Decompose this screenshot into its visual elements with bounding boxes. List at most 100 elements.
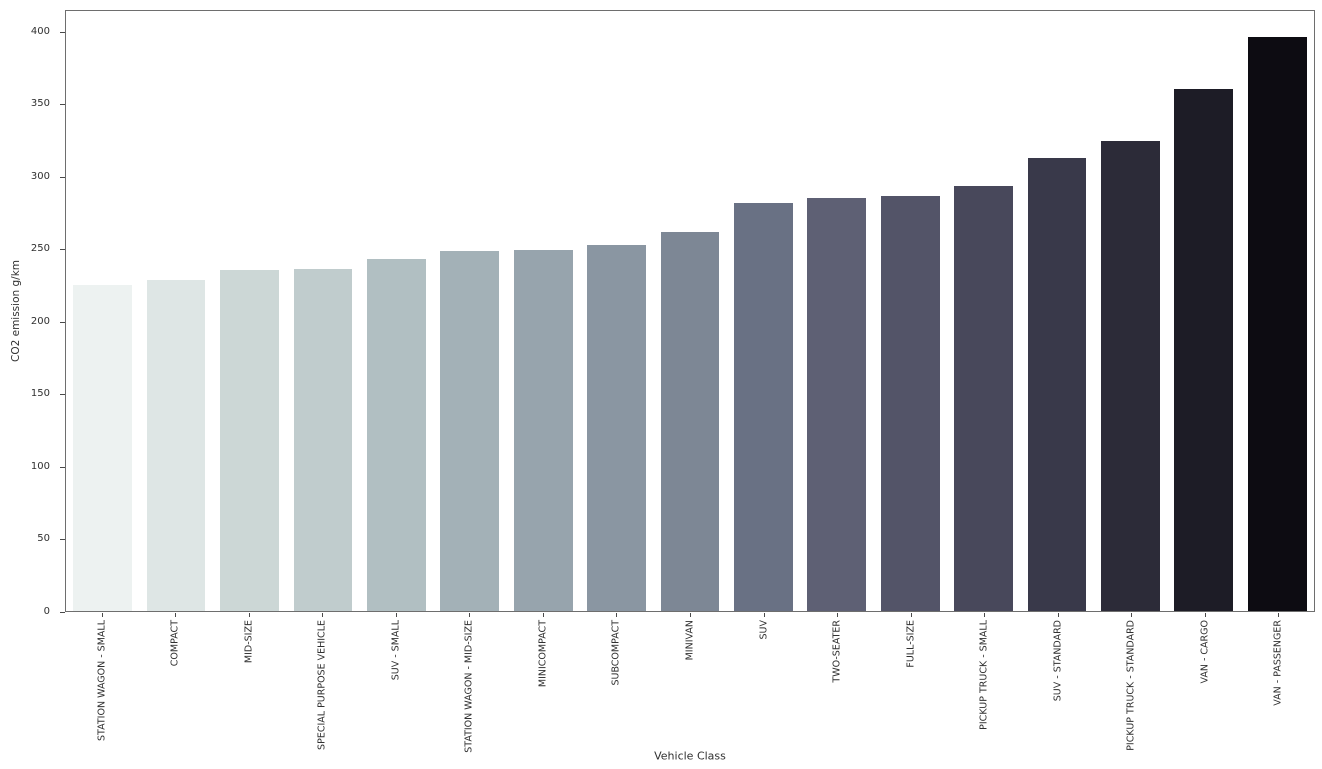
bar-van-cargo xyxy=(1174,89,1234,611)
x-tick: VAN - CARGO xyxy=(1168,613,1242,758)
y-tick-label: 250 xyxy=(30,243,50,254)
x-axis: STATION WAGON - SMALL COMPACT MID-SIZE SPEC… xyxy=(65,613,1315,758)
x-tick: MID-SIZE xyxy=(212,613,286,758)
x-tick-label: PICKUP TRUCK - STANDARD xyxy=(1125,620,1137,751)
x-tick-mark xyxy=(322,613,324,617)
x-tick-mark xyxy=(1278,613,1280,617)
y-tick-mark xyxy=(60,32,65,33)
y-tick-label: 300 xyxy=(30,171,50,182)
bar-slot xyxy=(506,11,579,611)
x-tick-label: PICKUP TRUCK - SMALL xyxy=(978,620,990,730)
x-tick-mark xyxy=(616,613,618,617)
bar-minicompact xyxy=(513,250,573,611)
x-tick-label: STATION WAGON - SMALL xyxy=(96,620,108,741)
bar-pickup-truck-standard xyxy=(1101,141,1160,611)
y-tick-label: 150 xyxy=(30,388,50,399)
bar-suv-standard xyxy=(1027,158,1087,611)
y-tick-mark xyxy=(60,612,65,613)
bar-slot xyxy=(360,11,433,611)
y-tick-mark xyxy=(60,322,65,323)
bar-station-wagon-mid-size xyxy=(440,251,500,611)
bar-slot xyxy=(139,11,212,611)
bar-slot xyxy=(1020,11,1093,611)
x-tick: MINIVAN xyxy=(653,613,727,758)
bar-suv-small xyxy=(366,259,426,611)
bar-compact xyxy=(146,280,206,611)
y-tick-mark xyxy=(60,249,65,250)
bar-two-seater xyxy=(807,198,867,611)
x-tick-label: SUBCOMPACT xyxy=(610,620,622,686)
y-tick-mark xyxy=(60,539,65,540)
y-tick-label: 200 xyxy=(30,316,50,327)
x-tick-label: SUV xyxy=(758,620,770,640)
x-tick-mark xyxy=(1131,613,1133,617)
x-tick-mark xyxy=(101,613,103,617)
x-tick: FULL-SIZE xyxy=(874,613,948,758)
y-tick-label: 400 xyxy=(30,26,50,37)
bar-slot xyxy=(580,11,653,611)
bar-slot xyxy=(1241,11,1314,611)
x-tick: SUV xyxy=(727,613,801,758)
bar-slot xyxy=(653,11,726,611)
x-tick: PICKUP TRUCK - SMALL xyxy=(947,613,1021,758)
x-tick-label: TWO-SEATER xyxy=(831,620,843,683)
x-tick-mark xyxy=(984,613,986,617)
x-axis-title: Vehicle Class xyxy=(654,749,726,763)
x-tick: MINICOMPACT xyxy=(506,613,580,758)
bars-container xyxy=(66,11,1314,611)
x-tick: TWO-SEATER xyxy=(800,613,874,758)
y-tick-label: 50 xyxy=(37,533,50,544)
y-tick-mark xyxy=(60,467,65,468)
x-tick: SUV - SMALL xyxy=(359,613,433,758)
x-tick: SUV - STANDARD xyxy=(1021,613,1095,758)
x-tick-mark xyxy=(690,613,692,617)
y-tick-mark xyxy=(60,104,65,105)
bar-minivan xyxy=(660,232,720,611)
x-tick-mark xyxy=(542,613,544,617)
x-tick-label: FULL-SIZE xyxy=(905,620,917,668)
x-tick-label: SUV - SMALL xyxy=(390,620,402,681)
x-tick: STATION WAGON - MID-SIZE xyxy=(433,613,507,758)
x-tick-mark xyxy=(175,613,177,617)
x-tick-label: MID-SIZE xyxy=(243,620,255,664)
x-tick-mark xyxy=(763,613,765,617)
bar-slot xyxy=(800,11,873,611)
x-tick-label: VAN - CARGO xyxy=(1199,620,1211,684)
x-tick: COMPACT xyxy=(139,613,213,758)
y-tick-label: 0 xyxy=(43,606,50,617)
x-tick: SPECIAL PURPOSE VEHICLE xyxy=(286,613,360,758)
plot-area xyxy=(65,10,1315,612)
x-tick-label: COMPACT xyxy=(169,620,181,667)
bar-van-passenger xyxy=(1247,37,1307,611)
bar-slot xyxy=(873,11,946,611)
x-tick: VAN - PASSENGER xyxy=(1242,613,1316,758)
x-tick-label: STATION WAGON - MID-SIZE xyxy=(463,620,475,753)
x-tick-mark xyxy=(469,613,471,617)
bar-suv xyxy=(734,203,793,611)
x-tick: PICKUP TRUCK - STANDARD xyxy=(1094,613,1168,758)
bar-special-purpose-vehicle xyxy=(293,269,353,611)
x-tick-label: MINIVAN xyxy=(684,620,696,661)
bar-full-size xyxy=(880,196,940,611)
y-axis-title: CO2 emission g/km xyxy=(10,259,22,363)
y-tick-label: 350 xyxy=(30,98,50,109)
bar-pickup-truck-small xyxy=(954,186,1013,611)
bar-slot xyxy=(947,11,1020,611)
bar-slot xyxy=(66,11,139,611)
x-tick: SUBCOMPACT xyxy=(580,613,654,758)
bar-slot xyxy=(286,11,359,611)
x-tick-label: MINICOMPACT xyxy=(537,620,549,688)
x-tick-label: VAN - PASSENGER xyxy=(1272,620,1284,706)
bar-subcompact xyxy=(587,245,646,611)
x-tick-mark xyxy=(1204,613,1206,617)
bar-slot xyxy=(727,11,800,611)
y-tick-label: 100 xyxy=(30,461,50,472)
x-tick-mark xyxy=(837,613,839,617)
x-tick-label: SUV - STANDARD xyxy=(1052,620,1064,702)
bar-slot xyxy=(1167,11,1240,611)
x-tick-mark xyxy=(395,613,397,617)
bar-slot xyxy=(433,11,506,611)
x-tick: STATION WAGON - SMALL xyxy=(65,613,139,758)
bar-mid-size xyxy=(220,270,279,611)
